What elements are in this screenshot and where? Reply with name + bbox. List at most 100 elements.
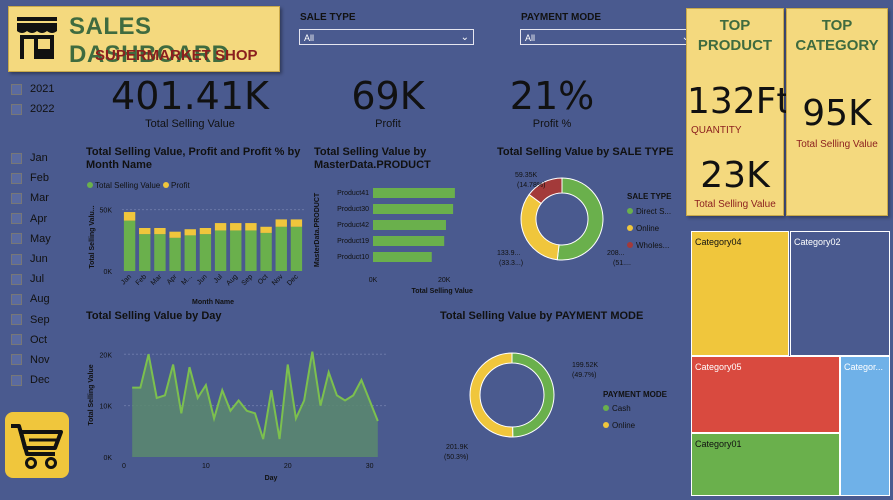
x-tick-label: Apr bbox=[166, 273, 179, 286]
area-line bbox=[132, 351, 379, 440]
bar-total-8 bbox=[245, 230, 257, 271]
x-tick-label: 20K bbox=[438, 277, 451, 284]
treemap-cell-category02[interactable]: Category02 bbox=[790, 231, 890, 356]
legend-label-total: Total Selling Value bbox=[95, 181, 161, 190]
month-item-jan[interactable]: Jan bbox=[11, 152, 51, 172]
monthly-chart: Total Selling Value Profit 0K 50K Total Sell… bbox=[87, 181, 304, 306]
x-tick-label: 30 bbox=[366, 463, 374, 470]
top-category-label: Total Selling Value bbox=[796, 139, 878, 150]
checkbox[interactable] bbox=[11, 334, 22, 346]
checkbox[interactable] bbox=[11, 172, 22, 184]
legend-swatch-total bbox=[87, 182, 93, 188]
x-tick-label: Sep bbox=[241, 273, 255, 287]
treemap-cell-category03[interactable]: Categor... bbox=[840, 356, 890, 496]
x-tick-label: 0 bbox=[122, 463, 126, 470]
checkbox[interactable] bbox=[11, 354, 22, 366]
bar-profit-0 bbox=[123, 212, 136, 221]
month-item-may[interactable]: May bbox=[11, 233, 51, 253]
month-item-nov[interactable]: Nov bbox=[11, 354, 51, 374]
treemap-cell-category01[interactable]: Category01 bbox=[691, 433, 840, 496]
slice-2 bbox=[528, 177, 563, 205]
bar-total-4 bbox=[184, 235, 196, 271]
x-tick-label: Nov bbox=[271, 273, 285, 287]
checkbox[interactable] bbox=[11, 293, 22, 305]
bar-total-5 bbox=[199, 234, 212, 271]
bar-total-3 bbox=[169, 237, 181, 271]
month-item-dec[interactable]: Dec bbox=[11, 374, 51, 394]
data-label-pct-0: (51.... bbox=[613, 260, 631, 267]
legend-swatch-1 bbox=[627, 225, 633, 231]
legend-label-2: Wholes... bbox=[636, 241, 669, 250]
bar-total-6 bbox=[214, 230, 227, 271]
treemap-cell-category05[interactable]: Category05 bbox=[691, 356, 840, 433]
top-product-title-1: TOP bbox=[719, 17, 751, 34]
year-item-2022[interactable]: 2022 bbox=[11, 103, 54, 123]
bar-profit-2 bbox=[154, 228, 166, 235]
checkbox[interactable] bbox=[11, 314, 22, 326]
checkbox[interactable] bbox=[11, 374, 22, 386]
top-category-card: TOP CATEGORY 95K Total Selling Value bbox=[786, 8, 888, 216]
month-item-mar[interactable]: Mar bbox=[11, 192, 51, 212]
checkbox[interactable] bbox=[11, 103, 22, 115]
daily-chart: 0K 10K 20K 0 10 20 30 Day Total Selling Value bbox=[88, 351, 386, 482]
year-item-2021[interactable]: 2021 bbox=[11, 83, 54, 103]
bar-profit-9 bbox=[260, 226, 272, 233]
y-tick-label: 20K bbox=[100, 352, 113, 359]
x-tick-label: Aug bbox=[225, 273, 239, 287]
x-tick-label: M... bbox=[180, 273, 193, 286]
legend-label-profit: Profit bbox=[171, 181, 190, 190]
slice-0 bbox=[556, 177, 604, 261]
product-label-0: Product41 bbox=[337, 190, 369, 197]
payment-mode-dropdown[interactable]: All ⌄ bbox=[520, 29, 695, 45]
checkbox[interactable] bbox=[11, 192, 22, 204]
top-product-qty-value: 132Ft bbox=[687, 81, 791, 122]
sale-type-dropdown[interactable]: All ⌄ bbox=[299, 29, 474, 45]
month-slicer: Jan Feb Mar Apr May Jun Jul Aug Sep Oct … bbox=[11, 152, 51, 394]
x-tick-label: Jan bbox=[120, 273, 133, 286]
checkbox[interactable] bbox=[11, 152, 22, 164]
legend-swatch-profit bbox=[163, 182, 169, 188]
checkbox[interactable] bbox=[11, 253, 22, 265]
checkbox[interactable] bbox=[11, 83, 22, 95]
month-item-aug[interactable]: Aug bbox=[11, 293, 51, 313]
monthly-chart-title: Total Selling Value, Profit and Profit %… bbox=[86, 146, 301, 171]
bar-profit-10 bbox=[275, 219, 287, 227]
x-tick-label: Dec bbox=[286, 273, 300, 287]
treemap-cell-category04[interactable]: Category04 bbox=[691, 231, 789, 356]
x-tick-label: Jul bbox=[213, 273, 225, 285]
payment-chart-title: Total Selling Value by PAYMENT MODE bbox=[440, 310, 644, 322]
product-bar-2 bbox=[373, 220, 446, 230]
month-item-apr[interactable]: Apr bbox=[11, 213, 51, 233]
chevron-down-icon: ⌄ bbox=[682, 30, 690, 46]
cart-button[interactable] bbox=[5, 412, 69, 478]
sale-type-value: All bbox=[304, 33, 315, 43]
month-item-oct[interactable]: Oct bbox=[11, 334, 51, 354]
payment-chart: 199.52K (49.7%) 201.9K (50.3%) PAYMENT MODE C… bbox=[444, 352, 668, 461]
legend-swatch-1 bbox=[603, 422, 609, 428]
x-axis-label: Day bbox=[265, 475, 278, 482]
top-product-sell-label: Total Selling Value bbox=[694, 199, 776, 210]
legend-swatch-2 bbox=[627, 242, 633, 248]
sale-type-label: SALE TYPE bbox=[300, 12, 356, 23]
store-icon bbox=[17, 17, 57, 59]
bar-profit-8 bbox=[245, 223, 257, 231]
month-item-jul[interactable]: Jul bbox=[11, 273, 51, 293]
legend-label-0: Cash bbox=[612, 404, 631, 413]
legend-title: PAYMENT MODE bbox=[603, 390, 668, 399]
month-item-feb[interactable]: Feb bbox=[11, 172, 51, 192]
x-axis-label: Total Selling Value bbox=[412, 288, 473, 295]
kpi-profit-value: 69K bbox=[351, 74, 425, 118]
checkbox[interactable] bbox=[11, 273, 22, 285]
y-tick-label: 10K bbox=[100, 404, 113, 411]
y-axis-label: Total Selling Value bbox=[88, 364, 95, 425]
checkbox[interactable] bbox=[11, 233, 22, 245]
dashboard-subtitle: SUPERMARKET SHOP bbox=[95, 47, 258, 64]
y-axis-label: MasterData.PRODUCT bbox=[314, 192, 321, 267]
x-tick-label: Jun bbox=[196, 273, 209, 286]
month-item-sep[interactable]: Sep bbox=[11, 314, 51, 334]
legend-label-1: Online bbox=[636, 224, 660, 233]
month-item-jun[interactable]: Jun bbox=[11, 253, 51, 273]
product-chart: Product41 Product30 Product42 Product19 Prod… bbox=[314, 188, 473, 295]
payment-mode-value: All bbox=[525, 33, 536, 43]
checkbox[interactable] bbox=[11, 213, 22, 225]
